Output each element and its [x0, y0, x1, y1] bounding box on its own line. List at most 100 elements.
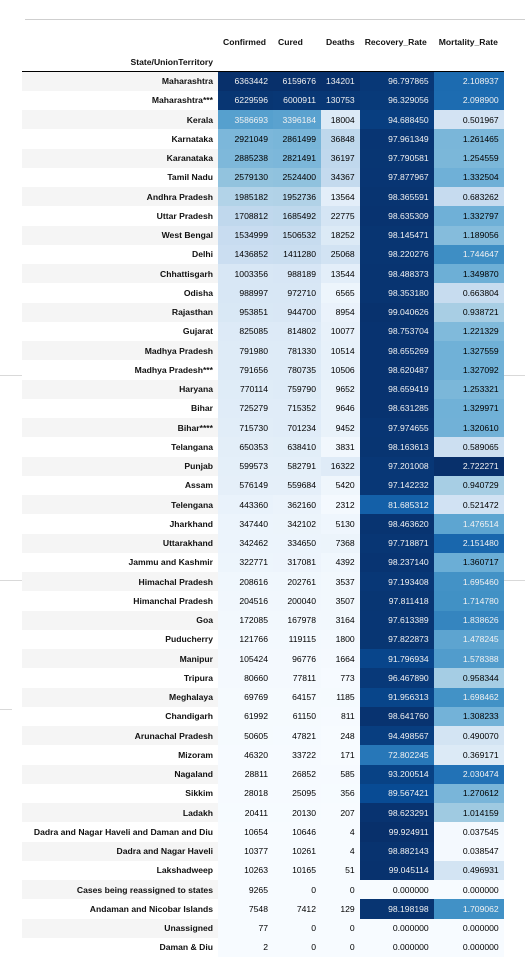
cell-deaths: 7368 — [321, 533, 360, 553]
cell-cured: 1411280 — [273, 244, 321, 264]
output-scroll-edge — [0, 580, 22, 581]
cell-deaths: 36848 — [321, 129, 360, 149]
cell-recovery-rate: 99.040626 — [359, 302, 434, 322]
cell-recovery-rate: 98.198198 — [359, 899, 434, 919]
cell-deaths: 18004 — [321, 110, 360, 130]
table-row: Telangana 650353 638410 3831 98.163613 0.5890… — [22, 437, 504, 457]
cell-confirmed: 791656 — [218, 360, 273, 380]
cell-mortality-rate: 1.189056 — [433, 225, 504, 245]
table-row: Andhra Pradesh 1985182 1952736 13564 98.3655… — [22, 187, 504, 207]
table-row: Uttar Pradesh 1708812 1685492 22775 98.63530… — [22, 206, 504, 226]
row-label-state: Daman & Diu — [159, 942, 213, 953]
cell-cured: 0 — [273, 918, 321, 938]
cell-mortality-rate: 1.476514 — [433, 514, 504, 534]
column-header-deaths: Deaths — [326, 37, 355, 47]
row-label-state: Delhi — [191, 249, 213, 260]
row-label-state: Telengana — [22, 495, 218, 515]
cell-recovery-rate: 97.193408 — [359, 572, 434, 592]
cell-confirmed: 342462 — [218, 533, 273, 553]
table-row: Haryana 770114 759790 9652 98.659419 1.253321 — [22, 379, 504, 399]
cell-cured: 2861499 — [273, 129, 321, 149]
table-row: Madhya Pradesh*** 791656 780735 10506 98.620… — [22, 360, 504, 380]
row-label-state: Madhya Pradesh*** — [134, 364, 213, 375]
row-label-state: Rajasthan — [22, 302, 218, 322]
cell-deaths: 585 — [321, 764, 360, 784]
cell-deaths: 3507 — [321, 591, 360, 611]
cell-recovery-rate: 97.201008 — [359, 456, 434, 476]
cell-cured: 780735 — [273, 360, 321, 380]
cell-confirmed: 791980 — [218, 341, 273, 361]
table-row: Nagaland 28811 26852 585 93.200514 2.030474 — [22, 764, 504, 784]
row-label-state: Assam — [184, 480, 213, 491]
blank-header-cell — [22, 31, 218, 53]
cell-cured: 582791 — [273, 456, 321, 476]
cell-deaths: 3537 — [321, 572, 360, 592]
table-row: Rajasthan 953851 944700 8954 99.040626 0.9387… — [22, 302, 504, 322]
cell-cured: 202761 — [273, 572, 321, 592]
table-row: Maharashtra 6363442 6159676 134201 96.797865… — [22, 71, 504, 91]
cell-cured: 559684 — [273, 475, 321, 495]
cell-recovery-rate: 98.145471 — [359, 225, 434, 245]
cell-cured: 20130 — [273, 803, 321, 823]
cell-cured: 2524400 — [273, 167, 321, 187]
row-label-state: Haryana — [22, 379, 218, 399]
cell-deaths: 2312 — [321, 495, 360, 515]
cell-confirmed: 2579130 — [218, 167, 273, 187]
cell-mortality-rate: 0.521472 — [433, 495, 504, 515]
cell-deaths: 4 — [321, 841, 360, 861]
table-row: Jammu and Kashmir 322771 317081 4392 98.2371… — [22, 552, 504, 572]
cell-confirmed: 28811 — [218, 764, 273, 784]
cell-deaths: 130753 — [321, 90, 360, 110]
row-label-state: Jharkhand — [169, 518, 213, 529]
table-row: Andaman and Nicobar Islands 7548 7412 129 98… — [22, 899, 504, 919]
cell-cured: 26852 — [273, 764, 321, 784]
row-label-state: Telangana — [171, 441, 213, 452]
cell-confirmed: 988997 — [218, 283, 273, 303]
cell-cured: 715352 — [273, 398, 321, 418]
cell-mortality-rate: 0.683262 — [433, 187, 504, 207]
cell-recovery-rate: 98.237140 — [359, 552, 434, 572]
cell-recovery-rate: 98.659419 — [359, 379, 434, 399]
cell-recovery-rate: 91.956313 — [359, 687, 434, 707]
cell-deaths: 25068 — [321, 244, 360, 264]
cell-mortality-rate: 1.221329 — [433, 321, 504, 341]
row-label-state: Unassigned — [22, 918, 218, 938]
cell-confirmed: 77 — [218, 918, 273, 938]
row-label-state: Chandigarh — [165, 711, 213, 722]
cell-mortality-rate: 0.000000 — [433, 880, 504, 900]
cell-confirmed: 347440 — [218, 514, 273, 534]
cell-mortality-rate: 0.490070 — [433, 726, 504, 746]
cell-recovery-rate: 0.000000 — [359, 880, 434, 900]
cell-recovery-rate: 97.822873 — [359, 629, 434, 649]
cell-mortality-rate: 1.360717 — [433, 552, 504, 572]
cell-deaths: 356 — [321, 783, 360, 803]
row-label-state: Jammu and Kashmir — [128, 557, 213, 568]
cell-mortality-rate: 1.349870 — [433, 264, 504, 284]
cell-mortality-rate: 0.501967 — [433, 110, 504, 130]
cell-mortality-rate: 1.709062 — [433, 899, 504, 919]
row-label-state: West Bengal — [22, 225, 218, 245]
cell-cured: 119115 — [273, 629, 321, 649]
cell-confirmed: 80660 — [218, 668, 273, 688]
row-label-state: Cases being reassigned to states — [22, 880, 218, 900]
table-row: Cases being reassigned to states 9265 0 0 0.… — [22, 880, 504, 900]
cell-confirmed: 770114 — [218, 379, 273, 399]
notebook-cell-top-border — [25, 19, 525, 20]
cell-cured: 988189 — [273, 264, 321, 284]
cell-deaths: 34367 — [321, 167, 360, 187]
cell-deaths: 0 — [321, 918, 360, 938]
cell-cured: 10165 — [273, 860, 321, 880]
cell-mortality-rate: 2.151480 — [433, 533, 504, 553]
cell-confirmed: 1985182 — [218, 187, 273, 207]
table-row: Chandigarh 61992 61150 811 98.641760 1.308233 — [22, 706, 504, 726]
cell-recovery-rate: 72.802245 — [359, 745, 434, 765]
index-name-header: State/UnionTerritory — [22, 53, 218, 72]
cell-mortality-rate: 1.270612 — [433, 783, 504, 803]
row-label-state: Bihar — [191, 403, 213, 414]
cell-recovery-rate: 99.924911 — [359, 822, 434, 842]
cell-mortality-rate: 1.332797 — [433, 206, 504, 226]
cell-confirmed: 69769 — [218, 687, 273, 707]
row-label-state: Puducherry — [165, 634, 213, 645]
column-header-mortality-rate: Mortality_Rate — [438, 37, 498, 47]
cell-mortality-rate: 1.332504 — [433, 167, 504, 187]
